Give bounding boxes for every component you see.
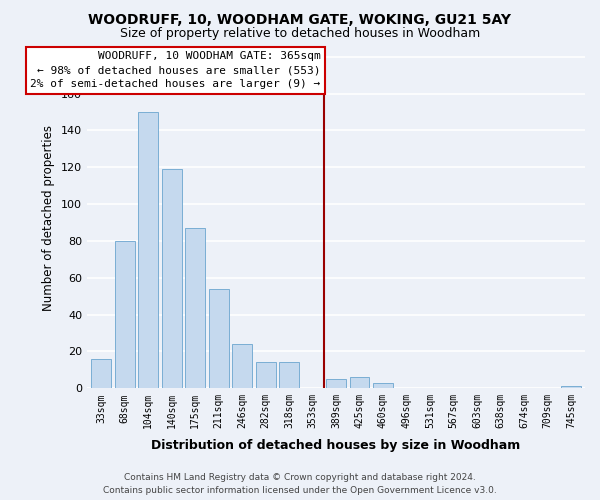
Bar [561, 386, 581, 388]
Bar [279, 362, 299, 388]
Bar [350, 377, 370, 388]
Bar [209, 289, 229, 388]
Bar [232, 344, 252, 389]
Y-axis label: Number of detached properties: Number of detached properties [43, 125, 55, 311]
Bar [373, 383, 393, 388]
Bar [115, 241, 134, 388]
Bar [256, 362, 275, 388]
Bar [91, 359, 111, 388]
Bar [326, 379, 346, 388]
Bar [185, 228, 205, 388]
Bar [138, 112, 158, 388]
Bar [161, 169, 182, 388]
X-axis label: Distribution of detached houses by size in Woodham: Distribution of detached houses by size … [151, 440, 521, 452]
Text: WOODRUFF, 10, WOODHAM GATE, WOKING, GU21 5AY: WOODRUFF, 10, WOODHAM GATE, WOKING, GU21… [89, 12, 511, 26]
Text: Contains HM Land Registry data © Crown copyright and database right 2024.
Contai: Contains HM Land Registry data © Crown c… [103, 474, 497, 495]
Text: Size of property relative to detached houses in Woodham: Size of property relative to detached ho… [120, 28, 480, 40]
Text: WOODRUFF, 10 WOODHAM GATE: 365sqm
← 98% of detached houses are smaller (553)
2% : WOODRUFF, 10 WOODHAM GATE: 365sqm ← 98% … [31, 51, 321, 89]
